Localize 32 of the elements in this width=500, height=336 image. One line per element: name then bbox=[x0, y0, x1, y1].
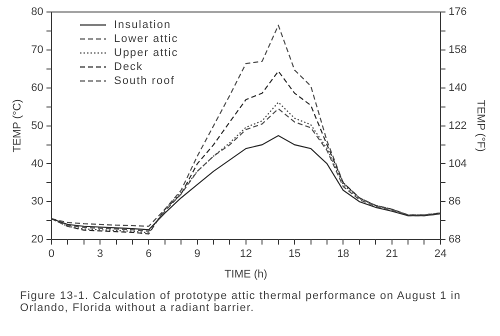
legend-label: Upper attic bbox=[114, 46, 178, 60]
y-axis-title: TEMP (°C) bbox=[12, 99, 24, 152]
legend-label: South roof bbox=[114, 74, 175, 88]
x-tick-label: 6 bbox=[146, 248, 152, 260]
caption: Figure 13-1. Calculation of prototype attic thermal performance on August 1 in Orlando, Florida without a radiant barrier. bbox=[20, 290, 462, 314]
y2-tick-label: 68 bbox=[448, 234, 461, 246]
y-tick-label: 40 bbox=[31, 158, 44, 170]
x-tick-label: 24 bbox=[434, 248, 447, 260]
y-tick-label: 60 bbox=[31, 82, 44, 94]
y-tick-label: 80 bbox=[31, 6, 44, 18]
y-tick-label: 30 bbox=[31, 196, 44, 208]
x-tick-label: 9 bbox=[194, 248, 200, 260]
y2-tick-label: 176 bbox=[448, 6, 467, 18]
y2-tick-label: 158 bbox=[448, 44, 467, 56]
y-tick-label: 20 bbox=[31, 234, 44, 246]
x-tick-label: 0 bbox=[48, 248, 54, 260]
y2-tick-label: 104 bbox=[448, 158, 467, 170]
y2-tick-label: 86 bbox=[448, 196, 461, 208]
x-tick-label: 18 bbox=[337, 248, 350, 260]
y2-tick-label: 140 bbox=[448, 82, 467, 94]
x-axis-title: TIME (h) bbox=[224, 268, 268, 280]
x-tick-label: 3 bbox=[97, 248, 104, 260]
y-tick-label: 70 bbox=[31, 44, 44, 56]
x-tick-label: 15 bbox=[288, 248, 301, 260]
legend-label: Insulation bbox=[114, 18, 172, 32]
y2-axis-title: TEMP (°F) bbox=[474, 100, 486, 152]
y-tick-label: 50 bbox=[31, 120, 44, 132]
legend-label: Lower attic bbox=[114, 32, 178, 46]
x-tick-label: 12 bbox=[240, 248, 252, 260]
legend-label: Deck bbox=[114, 60, 144, 74]
y2-tick-label: 122 bbox=[448, 120, 467, 132]
x-tick-label: 21 bbox=[386, 248, 398, 260]
